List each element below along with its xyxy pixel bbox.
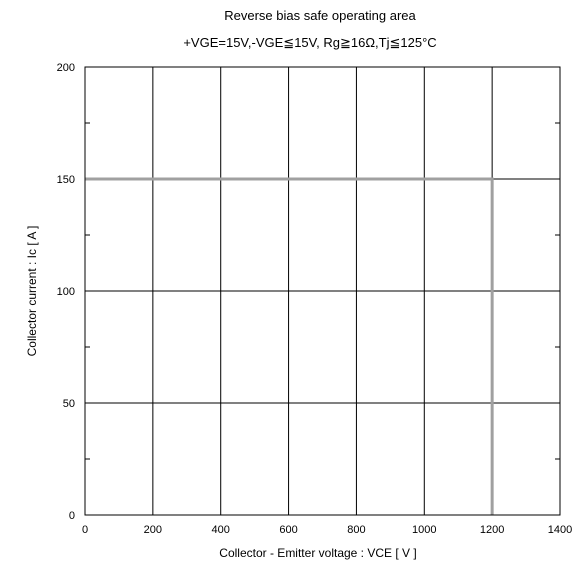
y-tick-label: 50 <box>63 398 75 410</box>
y-axis-ticks: 0 50 100 150 200 <box>57 62 75 522</box>
y-axis-label: Collector current : Ic [ A ] <box>25 226 39 357</box>
x-axis-ticks: 0 200 400 600 800 1000 1200 1400 <box>82 524 572 536</box>
grid <box>85 67 560 515</box>
x-tick-label: 1000 <box>412 524 436 536</box>
chart-title: Reverse bias safe operating area <box>224 8 416 23</box>
y-tick-label: 100 <box>57 286 75 298</box>
rbsoa-boundary-line <box>85 177 494 515</box>
x-tick-label: 1400 <box>548 524 572 536</box>
x-axis-label: Collector - Emitter voltage : VCE [ V ] <box>219 546 416 560</box>
x-tick-label: 1200 <box>480 524 504 536</box>
series-layer <box>85 177 494 515</box>
y-tick-label: 0 <box>69 510 75 522</box>
y-tick-label: 150 <box>57 174 75 186</box>
y-tick-label: 200 <box>57 62 75 74</box>
x-tick-label: 0 <box>82 524 88 536</box>
x-tick-label: 200 <box>144 524 162 536</box>
x-tick-label: 600 <box>279 524 297 536</box>
x-tick-label: 400 <box>212 524 230 536</box>
chart-subtitle: +VGE=15V,-VGE≦15V, Rg≧16Ω,Tj≦125°C <box>183 35 436 50</box>
plot-frame <box>84 66 561 516</box>
x-tick-label: 800 <box>347 524 365 536</box>
